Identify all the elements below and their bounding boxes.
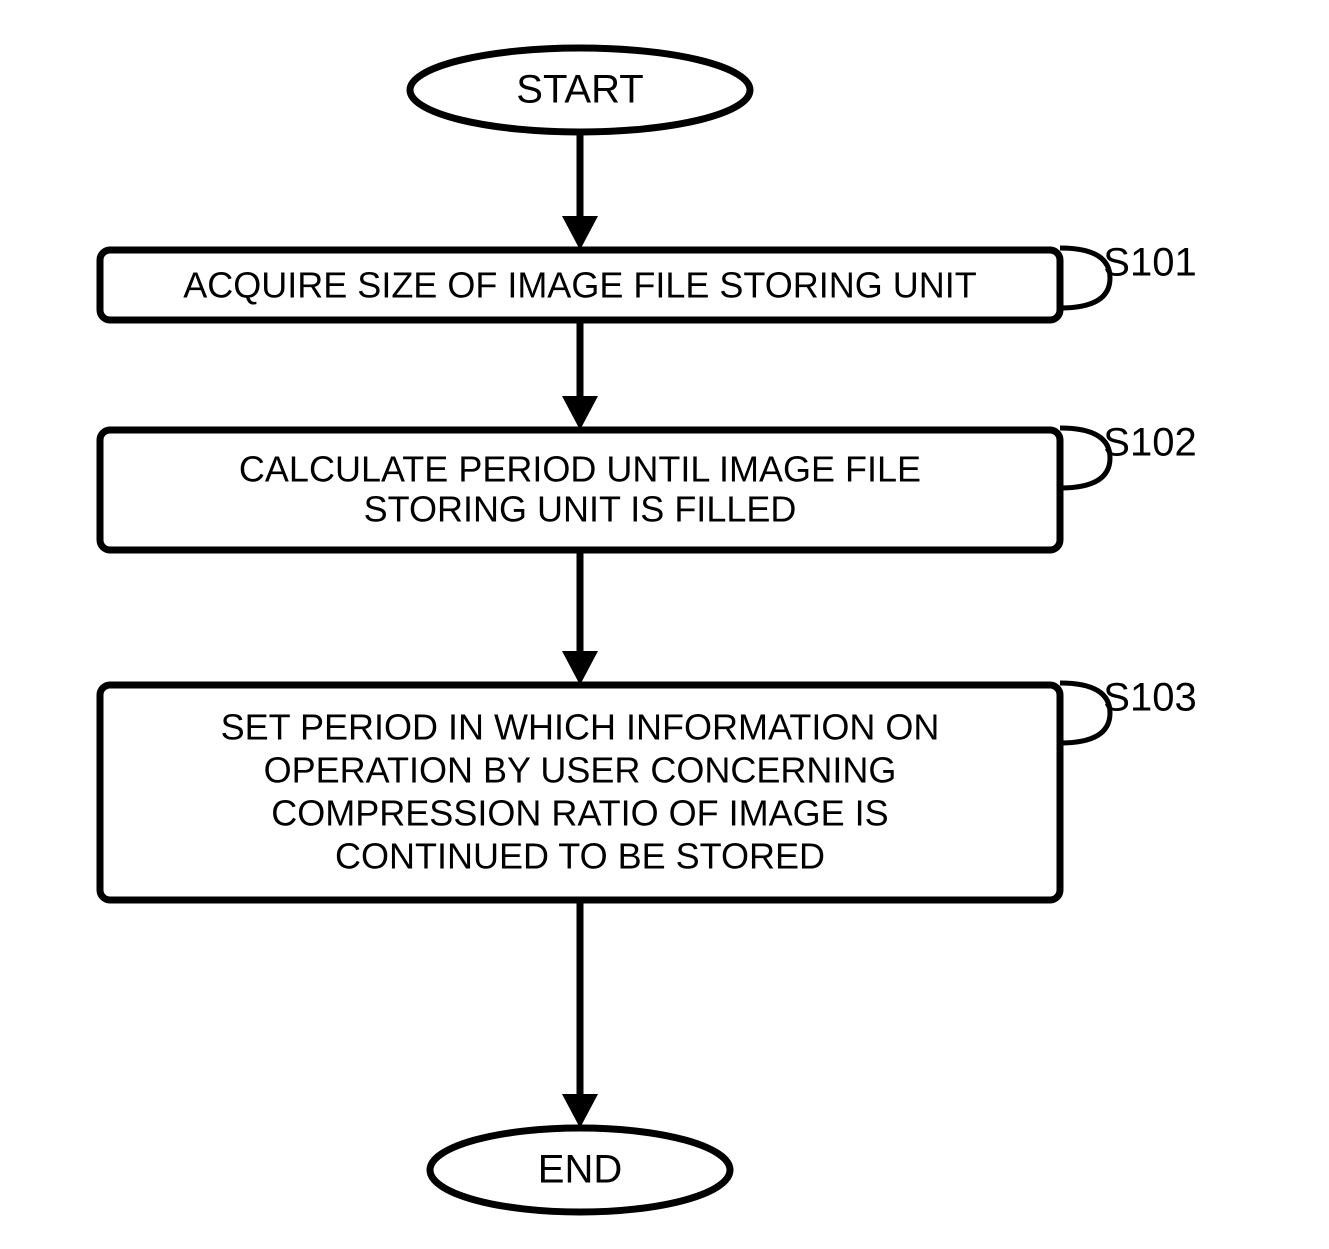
process-text-s103-line1: OPERATION BY USER CONCERNING (264, 750, 897, 791)
process-text-s103-line3: CONTINUED TO BE STORED (335, 836, 825, 877)
arrow-0-head (562, 216, 598, 250)
process-text-s102-line1: STORING UNIT IS FILLED (364, 489, 797, 530)
step-label-s103: S103 (1103, 676, 1196, 720)
process-text-s103-line2: COMPRESSION RATIO OF IMAGE IS (271, 793, 888, 834)
start-node-label: START (516, 68, 643, 112)
process-text-s102-line0: CALCULATE PERIOD UNTIL IMAGE FILE (239, 449, 921, 490)
process-text-s101-line0: ACQUIRE SIZE OF IMAGE FILE STORING UNIT (183, 265, 976, 306)
step-label-s102: S102 (1103, 421, 1196, 465)
process-text-s103-line0: SET PERIOD IN WHICH INFORMATION ON (221, 707, 940, 748)
arrow-3-head (562, 1094, 598, 1128)
end-node-label: END (538, 1148, 622, 1192)
arrow-1-head (562, 396, 598, 430)
arrow-2-head (562, 651, 598, 685)
step-label-s101: S101 (1103, 241, 1196, 285)
flowchart-diagram: START ACQUIRE SIZE OF IMAGE FILE STORING … (0, 0, 1329, 1249)
